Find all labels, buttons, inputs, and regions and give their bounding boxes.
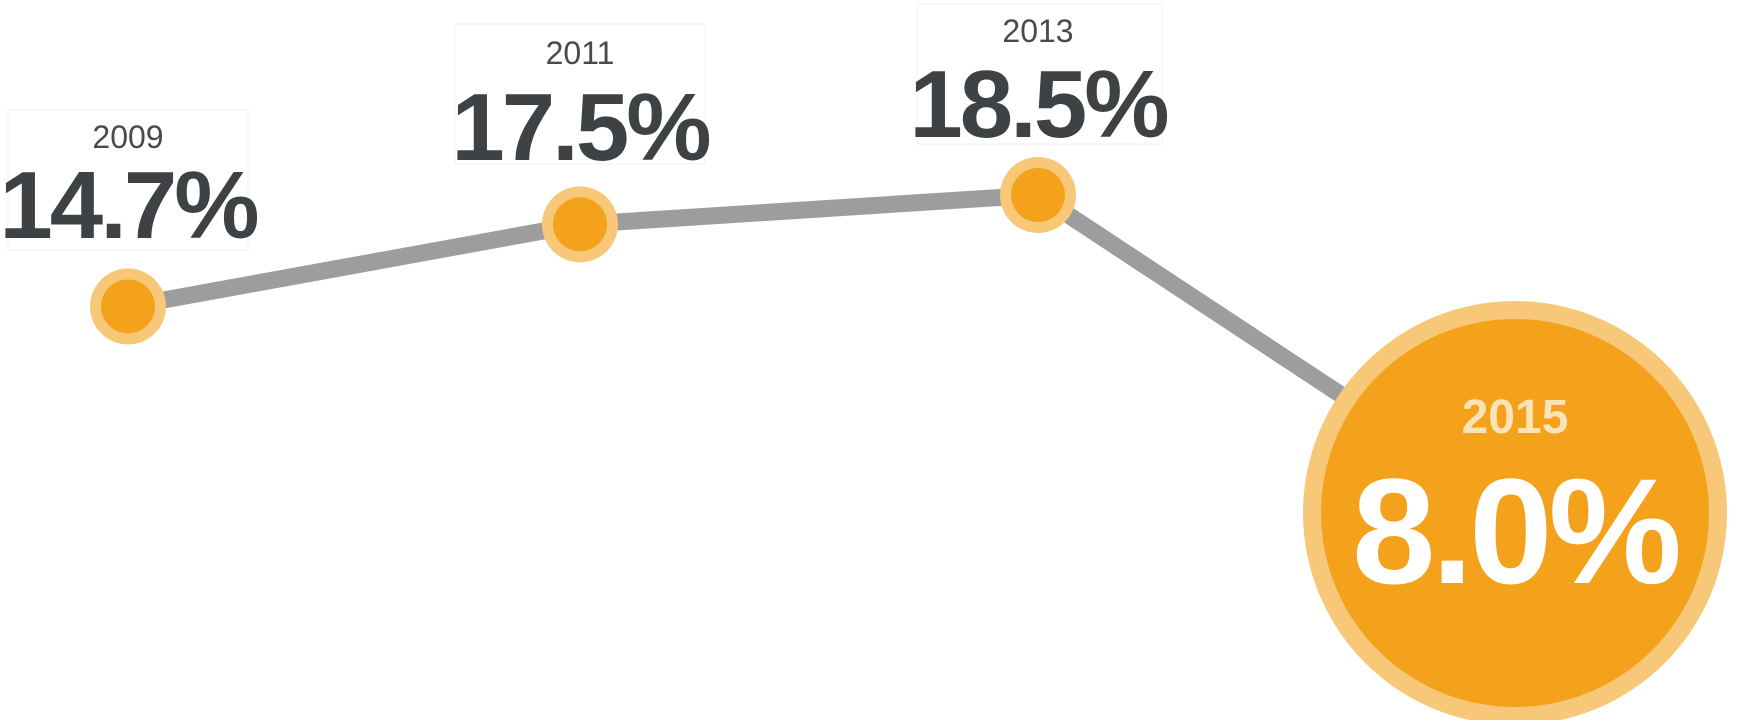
value-label: 17.5% bbox=[451, 74, 709, 181]
highlight-year-label: 2015 bbox=[1462, 391, 1569, 444]
label-background bbox=[916, 3, 1163, 145]
label-background bbox=[7, 109, 249, 251]
data-point bbox=[1011, 168, 1065, 222]
series-line bbox=[119, 186, 1514, 512]
data-point bbox=[101, 279, 155, 334]
value-label: 18.5% bbox=[909, 51, 1167, 158]
year-label: 2009 bbox=[92, 119, 163, 155]
value-label: 14.7% bbox=[0, 152, 257, 259]
data-point bbox=[553, 197, 607, 252]
highlight-marker bbox=[1321, 319, 1709, 707]
highlight-value-label: 8.0% bbox=[1352, 447, 1679, 615]
year-label: 2011 bbox=[546, 35, 615, 71]
label-background bbox=[454, 23, 706, 165]
year-label: 2013 bbox=[1002, 13, 1073, 49]
